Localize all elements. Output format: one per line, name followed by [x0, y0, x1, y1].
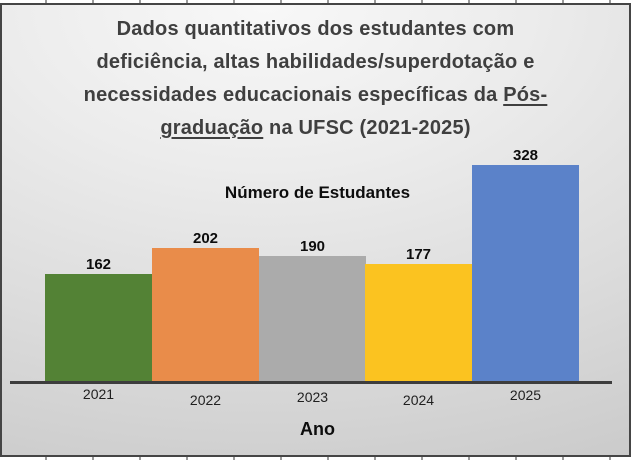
bar-2023	[259, 256, 366, 381]
title-text: Dados quantitativos dos estudantes com	[116, 18, 515, 40]
chart-title: Dados quantitativos dos estudantes com de…	[22, 13, 609, 145]
x-axis-line	[10, 381, 612, 384]
chart-title-line: Dados quantitativos dos estudantes com	[22, 13, 609, 46]
category-label-2022: 2022	[189, 392, 222, 408]
bar-2022	[152, 248, 259, 381]
category-label-2025: 2025	[509, 387, 542, 403]
underlined-phrase: graduação	[160, 117, 264, 139]
title-text: deficiência, altas habilidades/superdota…	[96, 51, 535, 73]
x-axis-title: Ano	[300, 419, 335, 439]
series-label: Número de Estudantes	[224, 183, 411, 202]
bar-2024	[365, 264, 472, 381]
category-label-2024: 2024	[402, 392, 435, 408]
bar-2021	[45, 274, 152, 381]
chart-title-line: deficiência, altas habilidades/superdota…	[22, 46, 609, 79]
data-label-2025: 328	[512, 147, 539, 164]
data-label-2022: 202	[192, 230, 219, 247]
category-label-2021: 2021	[82, 386, 115, 402]
chart-title-line: necessidades educacionais específicas da…	[22, 79, 609, 112]
chart-frame: Dados quantitativos dos estudantes com de…	[0, 3, 631, 457]
data-label-2024: 177	[405, 246, 432, 263]
underlined-phrase: Pós-	[503, 84, 548, 106]
title-text: necessidades educacionais específicas da	[83, 84, 504, 106]
data-label-2021: 162	[85, 256, 112, 273]
gridline-ticks-bottom	[0, 457, 631, 460]
plot-area: 162 2021 202 2022 190 2023 177 2024 328 2025	[2, 5, 629, 455]
data-label-2023: 190	[299, 238, 326, 255]
gridline-ticks-top	[0, 0, 631, 3]
bar-2025	[472, 165, 579, 381]
category-label-2023: 2023	[296, 389, 329, 405]
chart-title-line: graduação na UFSC (2021-2025)	[22, 112, 609, 145]
title-text: na UFSC (2021-2025)	[263, 117, 471, 139]
